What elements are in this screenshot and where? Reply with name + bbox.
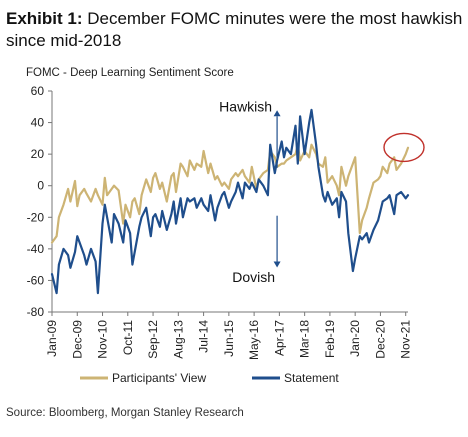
annotation-hawkish: Hawkish	[219, 99, 272, 115]
x-tick-label: Jun-15	[222, 320, 236, 357]
chart-title: FOMC - Deep Learning Sentiment Score	[26, 67, 234, 79]
x-tick-label: May-16	[247, 320, 261, 360]
y-tick-label: 20	[31, 147, 45, 161]
x-tick-label: Aug-13	[171, 320, 185, 359]
exhibit-title: Exhibit 1: December FOMC minutes were th…	[6, 8, 466, 52]
x-tick-label: Apr-17	[272, 320, 286, 356]
series-line-participants-view	[50, 143, 410, 244]
y-tick-label: 0	[37, 179, 44, 193]
x-tick-label: Mar-18	[298, 320, 312, 358]
hawkish-arrow-head	[273, 110, 281, 117]
legend-label-statement: Statement	[284, 371, 339, 385]
x-tick-label: Oct-11	[121, 320, 135, 355]
source-note: Source: Bloomberg, Morgan Stanley Resear…	[6, 407, 244, 419]
y-tick-label: -20	[27, 210, 45, 224]
series-line-statement	[50, 108, 410, 295]
dovish-arrow-head	[273, 261, 281, 268]
x-tick-label: Jan-20	[348, 320, 362, 357]
x-tick-label: Jul-14	[197, 320, 211, 353]
x-tick-label: Jan-09	[45, 320, 59, 357]
x-tick-label: Dec-20	[373, 320, 387, 359]
x-tick-label: Nov-10	[96, 320, 110, 359]
x-tick-label: Feb-19	[323, 320, 337, 358]
y-tick-label: 40	[31, 116, 45, 130]
x-tick-label: Dec-09	[70, 320, 84, 359]
annotation-dovish: Dovish	[232, 269, 275, 285]
y-tick-label: -40	[27, 242, 45, 256]
x-tick-label: Nov-21	[399, 320, 413, 359]
legend-label-participants-view: Participants' View	[112, 371, 206, 385]
y-tick-label: -60	[27, 273, 45, 287]
highlight-circle	[383, 132, 425, 163]
y-tick-label: 60	[31, 84, 45, 98]
y-tick-label: -80	[27, 305, 45, 319]
x-tick-label: Sep-12	[146, 320, 160, 359]
exhibit-title-text: December FOMC minutes were the most hawk…	[6, 9, 463, 50]
exhibit-label: Exhibit 1:	[6, 9, 83, 28]
